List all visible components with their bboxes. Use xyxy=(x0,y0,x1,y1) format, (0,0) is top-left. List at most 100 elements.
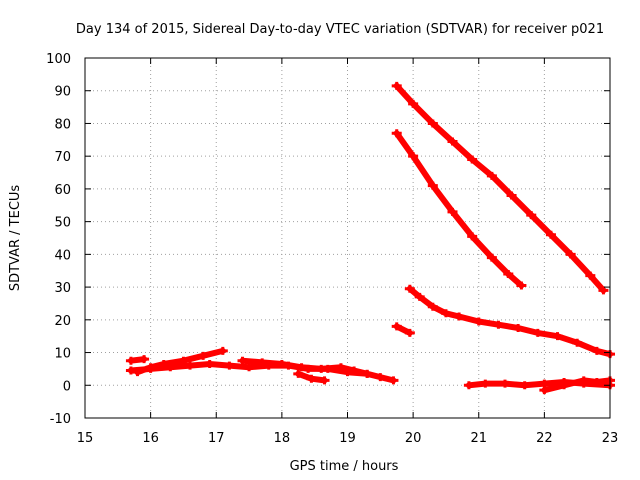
data-point xyxy=(532,328,543,337)
series-track-5 xyxy=(293,369,330,385)
data-point xyxy=(408,99,419,108)
series-line xyxy=(393,130,525,289)
data-point xyxy=(493,320,504,329)
data-point xyxy=(503,270,514,278)
data-point xyxy=(388,376,399,385)
data-point xyxy=(404,328,415,337)
series-track-4 xyxy=(237,356,373,378)
series-track-8 xyxy=(391,322,415,337)
data-point xyxy=(362,369,373,378)
y-tick-label: 70 xyxy=(54,150,71,165)
y-tick-label: 50 xyxy=(54,216,71,231)
data-point xyxy=(237,356,248,365)
data-point xyxy=(125,356,136,365)
y-tick-label: -10 xyxy=(50,412,71,427)
x-tick-label: 20 xyxy=(405,431,422,446)
data-point xyxy=(414,292,425,301)
data-point xyxy=(545,230,556,239)
data-point xyxy=(467,155,478,164)
y-tick-label: 20 xyxy=(54,314,71,329)
x-tick-label: 19 xyxy=(339,431,356,446)
data-point xyxy=(526,211,537,220)
data-point xyxy=(447,137,458,146)
x-tick-label: 17 xyxy=(208,431,225,446)
data-point xyxy=(257,358,268,367)
data-point xyxy=(559,381,570,390)
data-point xyxy=(516,281,527,290)
y-tick-label: 90 xyxy=(54,85,71,100)
data-point xyxy=(408,152,419,161)
data-point xyxy=(552,332,563,341)
y-tick-label: 40 xyxy=(54,248,71,263)
data-point xyxy=(244,363,255,372)
data-point xyxy=(591,346,602,355)
data-point xyxy=(204,360,215,368)
y-tick-label: 0 xyxy=(63,379,71,394)
data-point xyxy=(480,379,491,388)
data-point xyxy=(506,191,517,200)
y-tick-label: 10 xyxy=(54,347,71,362)
data-point xyxy=(427,181,438,190)
y-tick-label: 60 xyxy=(54,183,71,198)
data-point xyxy=(500,379,510,388)
data-point xyxy=(293,369,304,378)
data-point xyxy=(486,253,497,262)
y-axis-label: SDTVAR / TECUs xyxy=(8,185,23,292)
data-point xyxy=(539,386,550,395)
data-point xyxy=(598,286,609,295)
series-track-6 xyxy=(391,81,609,295)
data-point xyxy=(335,363,346,372)
y-tick-label: 100 xyxy=(46,52,71,67)
data-point xyxy=(473,317,484,326)
data-point xyxy=(391,322,402,331)
data-point xyxy=(139,355,150,364)
x-tick-label: 23 xyxy=(602,431,619,446)
data-point xyxy=(224,361,235,370)
data-point xyxy=(454,312,465,321)
data-point xyxy=(217,346,228,355)
data-point xyxy=(519,381,530,390)
data-point xyxy=(158,360,169,368)
data-point xyxy=(565,250,576,259)
data-point xyxy=(591,378,602,386)
series-line xyxy=(393,82,607,294)
data-point xyxy=(391,81,402,90)
data-point xyxy=(427,119,438,128)
data-point xyxy=(319,376,330,385)
y-tick-label: 30 xyxy=(54,281,71,296)
data-point xyxy=(391,129,402,138)
data-point xyxy=(447,207,458,216)
x-tick-label: 22 xyxy=(536,431,553,446)
series-track-2 xyxy=(132,346,228,377)
y-tick-label: 80 xyxy=(54,117,71,132)
data-point xyxy=(145,363,156,372)
series-track-9 xyxy=(404,284,615,359)
x-tick-label: 16 xyxy=(142,431,159,446)
data-point xyxy=(185,361,195,370)
data-point xyxy=(296,363,307,372)
x-tick-label: 18 xyxy=(274,431,291,446)
data-point xyxy=(585,271,596,280)
data-point xyxy=(349,366,360,375)
data-point xyxy=(375,373,386,382)
data-point xyxy=(276,360,287,368)
x-axis-label: GPS time / hours xyxy=(290,459,399,474)
data-point xyxy=(578,376,589,385)
series-track-7 xyxy=(391,129,527,290)
data-point xyxy=(463,381,474,390)
data-point xyxy=(198,351,209,360)
data-series xyxy=(125,81,615,395)
x-tick-label: 21 xyxy=(470,431,487,446)
data-point xyxy=(467,232,478,241)
data-point xyxy=(306,374,317,383)
grid-lines xyxy=(85,58,610,418)
data-point xyxy=(178,356,189,365)
data-point xyxy=(427,302,438,311)
data-point xyxy=(572,338,583,347)
series-track-3 xyxy=(125,355,150,365)
data-point xyxy=(404,284,415,293)
data-point xyxy=(125,366,136,375)
data-point xyxy=(486,171,497,180)
data-point xyxy=(132,368,143,377)
